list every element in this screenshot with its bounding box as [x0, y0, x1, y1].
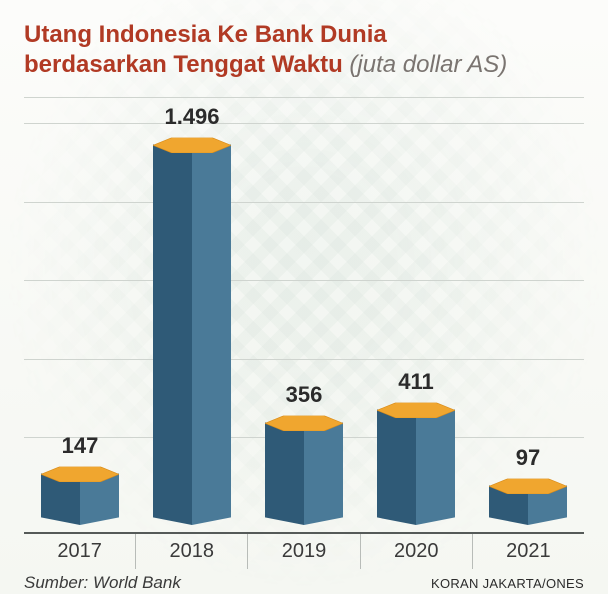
chart-title: Utang Indonesia Ke Bank Dunia berdasarka…: [24, 20, 584, 80]
source-label: Sumber: World Bank: [24, 573, 181, 593]
hex-bar-body: [265, 430, 343, 517]
hex-bar: [377, 390, 455, 517]
credit-label: KORAN JAKARTA/ONES: [431, 576, 584, 591]
hex-bar: [41, 454, 119, 517]
chart-container: Utang Indonesia Ke Bank Dunia berdasarka…: [0, 0, 608, 594]
bar-slot: 1.496: [136, 98, 248, 517]
bar-slot: 411: [360, 98, 472, 517]
x-axis-label: 2018: [136, 534, 248, 569]
bar-slot: 147: [24, 98, 136, 517]
x-axis-label: 2019: [248, 534, 360, 569]
title-line-1: Utang Indonesia Ke Bank Dunia: [24, 20, 584, 50]
hex-bar-top: [265, 416, 343, 431]
hex-bar-top: [377, 402, 455, 417]
hex-bar-body: [41, 481, 119, 517]
title-line-2-unit: (juta dollar AS): [349, 51, 507, 78]
hex-bar-top: [41, 467, 119, 482]
x-axis-label: 2020: [361, 534, 473, 569]
hex-bar: [489, 466, 567, 517]
hex-bar-top: [489, 479, 567, 494]
x-axis-label: 2017: [24, 534, 136, 569]
hex-bar: [265, 403, 343, 517]
hex-bar-body: [377, 417, 455, 517]
hex-bar: [153, 125, 231, 517]
hex-bar-body: [153, 152, 231, 517]
chart-footer: Sumber: World Bank KORAN JAKARTA/ONES: [24, 573, 584, 593]
title-line-2: berdasarkan Tenggat Waktu (juta dollar A…: [24, 50, 584, 80]
title-line-2-bold: berdasarkan Tenggat Waktu: [24, 51, 349, 78]
plot-area: 1471.49635641197: [24, 98, 584, 518]
x-axis: 20172018201920202021: [24, 532, 584, 569]
x-axis-label: 2021: [473, 534, 584, 569]
hex-bar-body: [489, 493, 567, 517]
bar-slot: 356: [248, 98, 360, 517]
hex-bar-top: [153, 138, 231, 153]
bar-slot: 97: [472, 98, 584, 517]
